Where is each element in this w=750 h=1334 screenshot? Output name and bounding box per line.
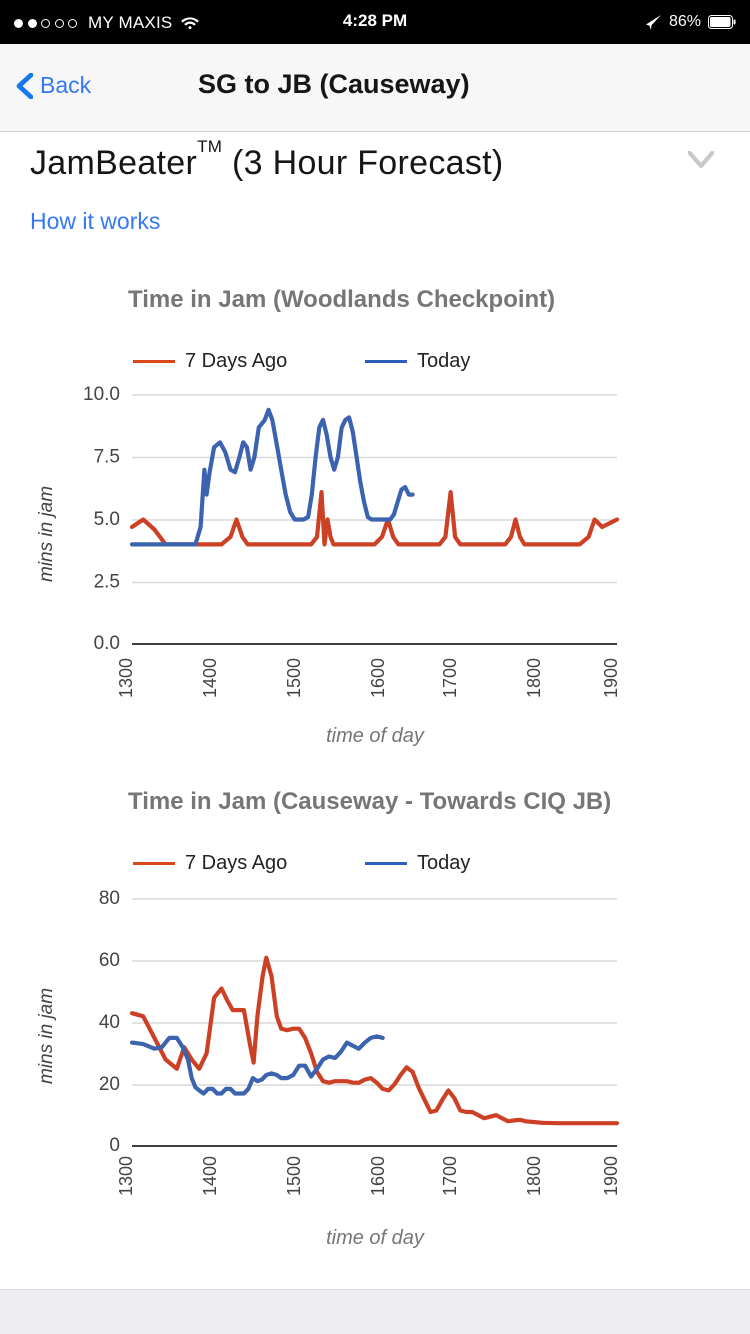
svg-text:40: 40 (99, 1012, 120, 1033)
svg-text:20: 20 (99, 1074, 120, 1095)
svg-text:1400: 1400 (200, 1156, 220, 1196)
svg-text:1900: 1900 (601, 1156, 621, 1196)
svg-text:1500: 1500 (284, 1156, 304, 1196)
svg-text:80: 80 (99, 888, 120, 909)
svg-text:60: 60 (99, 950, 120, 971)
svg-text:1600: 1600 (368, 1156, 388, 1196)
svg-text:0: 0 (109, 1135, 120, 1156)
svg-text:1300: 1300 (116, 1156, 136, 1196)
svg-text:1800: 1800 (524, 1156, 544, 1196)
svg-text:1700: 1700 (440, 1156, 460, 1196)
